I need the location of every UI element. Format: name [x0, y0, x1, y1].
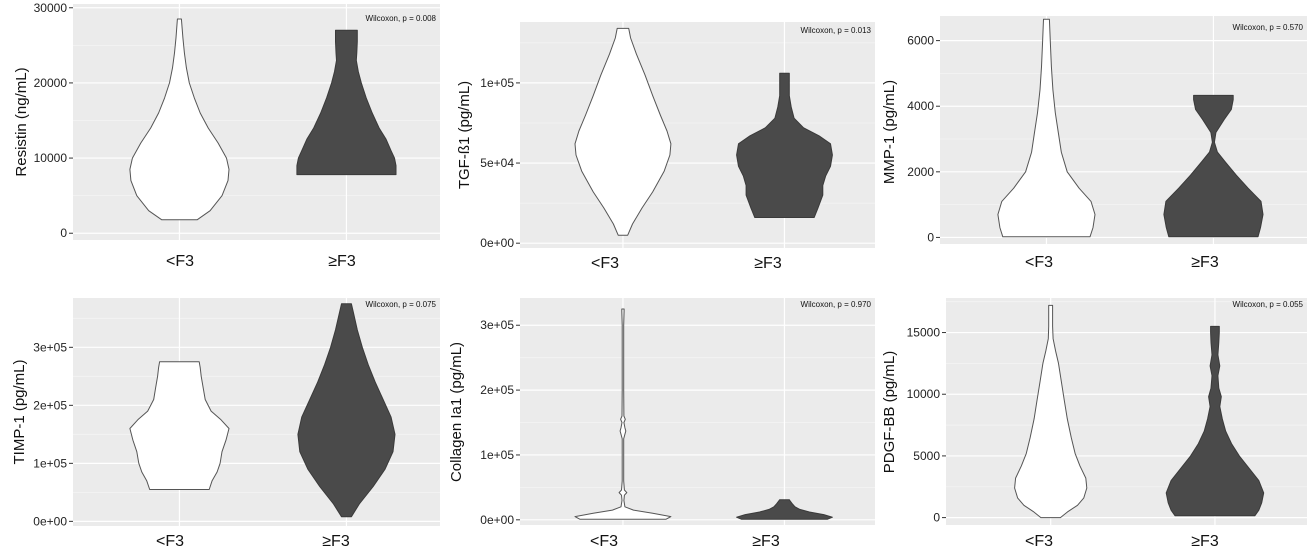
y-tick-layer: 0e+00 5e+04 1e+05	[480, 76, 520, 250]
chart-svg-resistin: 0 10000 20000 30000 Wilcoxon, p = 0.008 <F3…	[13, 1, 440, 270]
violin-layer	[574, 27, 833, 236]
y-tick-label: 1e+05	[480, 76, 514, 90]
y-tick-label: 0e+00	[480, 513, 514, 527]
x-tick-label-lt-f3: <F3	[156, 533, 184, 550]
x-tick-label-ge-f3: ≥F3	[1191, 254, 1219, 271]
y-tick-layer: 0 2000 4000 6000	[907, 34, 940, 244]
y-tick-label: 30000	[34, 1, 68, 15]
annotation-pvalue: Wilcoxon, p = 0.970	[801, 300, 872, 309]
y-axis-label: MMP-1 (pg/mL)	[881, 80, 898, 184]
chart-svg-timp-1: 0e+00 1e+05 2e+05 3e+05 Wilcoxon, p = 0.075…	[11, 298, 440, 550]
y-tick-label: 5000	[913, 449, 940, 463]
annotation-pvalue: Wilcoxon, p = 0.570	[1233, 23, 1304, 32]
chart-panel-collagen-ia1: 0e+00 1e+05 2e+05 3e+05 Wilcoxon, p = 0.970…	[445, 278, 880, 550]
violin-lt-f3	[129, 18, 230, 221]
x-tick-label-ge-f3: ≥F3	[752, 533, 780, 550]
violin-layer	[129, 18, 397, 221]
annotation-pvalue: Wilcoxon, p = 0.075	[366, 300, 437, 309]
y-axis-label: TIMP-1 (pg/mL)	[11, 359, 28, 464]
y-tick-label: 2000	[907, 165, 934, 179]
y-tick-label: 2e+05	[33, 398, 67, 412]
y-tick-label: 3e+05	[33, 340, 67, 354]
y-tick-label: 1e+05	[480, 448, 514, 462]
x-tick-label-lt-f3: <F3	[1025, 254, 1053, 271]
violin-ge-f3	[297, 303, 396, 518]
violin-lt-f3	[574, 27, 672, 236]
y-tick-label: 1e+05	[33, 456, 67, 470]
chart-svg-collagen-ia1: 0e+00 1e+05 2e+05 3e+05 Wilcoxon, p = 0.970…	[448, 298, 875, 550]
grid-layer	[940, 16, 1307, 244]
y-tick-label: 0	[927, 230, 934, 244]
plot-background	[520, 22, 875, 248]
violin-ge-f3	[296, 29, 397, 176]
plot-background	[73, 4, 440, 240]
y-tick-label: 0	[933, 511, 940, 525]
x-tick-label-ge-f3: ≥F3	[754, 255, 782, 272]
chart-panel-pdgf-bb: 0 5000 10000 15000 Wilcoxon, p = 0.055 <F3 …	[880, 278, 1311, 550]
y-tick-layer: 0 5000 10000 15000	[907, 326, 946, 525]
violin-ge-f3	[1165, 325, 1265, 517]
chart-panel-timp-1: 0e+00 1e+05 2e+05 3e+05 Wilcoxon, p = 0.075…	[0, 278, 445, 550]
plot-background	[520, 298, 875, 525]
y-tick-label: 0e+00	[33, 514, 67, 528]
y-tick-label: 10000	[907, 387, 941, 401]
y-tick-layer: 0 10000 20000 30000	[34, 1, 73, 240]
annotation-pvalue: Wilcoxon, p = 0.008	[366, 14, 437, 23]
chart-panel-mmp-1: 0 2000 4000 6000 Wilcoxon, p = 0.570 <F3 ≥F…	[880, 0, 1311, 272]
y-axis-label: Collagen Ia1 (pg/mL)	[448, 342, 465, 482]
violin-lt-f3	[997, 18, 1096, 238]
violin-lt-f3	[1014, 304, 1088, 519]
y-tick-layer: 0e+00 1e+05 2e+05 3e+05	[33, 340, 73, 528]
violin-layer	[1014, 304, 1265, 519]
y-tick-label: 15000	[907, 326, 941, 340]
y-tick-label: 5e+04	[480, 156, 514, 170]
annotation-pvalue: Wilcoxon, p = 0.055	[1233, 300, 1304, 309]
chart-panel-resistin: 0 10000 20000 30000 Wilcoxon, p = 0.008 <F3…	[0, 0, 445, 272]
y-tick-label: 4000	[907, 99, 934, 113]
y-tick-label: 20000	[34, 76, 68, 90]
x-tick-label-lt-f3: <F3	[591, 255, 619, 272]
violin-layer	[129, 303, 396, 518]
chart-svg-mmp-1: 0 2000 4000 6000 Wilcoxon, p = 0.570 <F3 ≥F…	[881, 16, 1307, 271]
violin-layer	[574, 308, 833, 520]
y-axis-label: TGF-ß1 (pg/mL)	[456, 81, 473, 189]
y-tick-label: 3e+05	[480, 318, 514, 332]
x-tick-label-lt-f3: <F3	[166, 253, 194, 270]
y-axis-label: PDGF-BB (pg/mL)	[881, 351, 898, 474]
chart-panel-tgf-b1: 0e+00 5e+04 1e+05 Wilcoxon, p = 0.013 <F3 …	[445, 0, 880, 272]
y-tick-label: 0e+00	[480, 236, 514, 250]
y-axis-label: Resistin (ng/mL)	[13, 67, 30, 176]
violin-ge-f3	[1163, 94, 1264, 238]
x-tick-label-lt-f3: <F3	[590, 533, 618, 550]
violin-layer	[997, 18, 1264, 238]
y-tick-label: 0	[60, 226, 67, 240]
x-tick-label-ge-f3: ≥F3	[1191, 533, 1219, 550]
x-tick-label-ge-f3: ≥F3	[328, 253, 356, 270]
violin-ge-f3	[736, 72, 833, 218]
x-tick-label-ge-f3: ≥F3	[322, 533, 350, 550]
y-tick-label: 10000	[34, 151, 68, 165]
y-tick-label: 6000	[907, 34, 934, 48]
violin-lt-f3	[574, 308, 672, 520]
annotation-pvalue: Wilcoxon, p = 0.013	[801, 26, 872, 35]
y-tick-layer: 0e+00 1e+05 2e+05 3e+05	[480, 318, 520, 527]
violin-lt-f3	[129, 361, 230, 490]
x-tick-label-lt-f3: <F3	[1025, 533, 1053, 550]
violin-ge-f3	[736, 499, 833, 520]
y-tick-label: 2e+05	[480, 383, 514, 397]
